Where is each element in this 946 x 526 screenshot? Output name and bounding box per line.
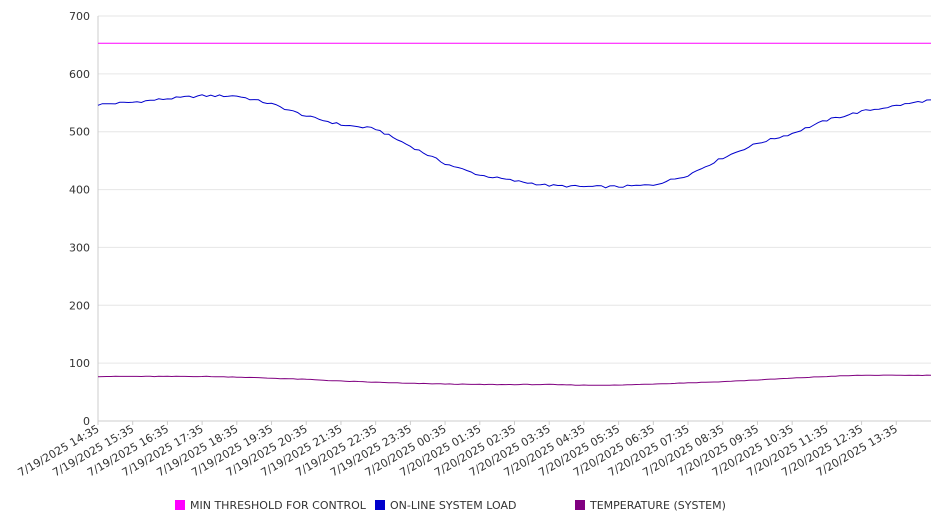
legend-label: TEMPERATURE (SYSTEM): [589, 499, 726, 512]
legend-swatch: [375, 500, 385, 510]
y-tick-label: 700: [69, 10, 90, 23]
y-tick-label: 0: [83, 415, 90, 428]
legend-swatch: [175, 500, 185, 510]
y-tick-label: 200: [69, 299, 90, 312]
gridlines: [98, 15, 931, 364]
y-tick-label: 600: [69, 68, 90, 81]
y-tick-label: 400: [69, 184, 90, 197]
y-tick-label: 300: [69, 241, 90, 254]
legend-label: ON-LINE SYSTEM LOAD: [390, 499, 516, 512]
legend-label: MIN THRESHOLD FOR CONTROL: [190, 499, 367, 512]
series-line-3: [97, 374, 932, 386]
series-lines: [97, 42, 932, 386]
legend: MIN THRESHOLD FOR CONTROL ON-LINE SYSTEM …: [175, 499, 726, 512]
legend-swatch: [575, 500, 585, 510]
y-tick-label: 100: [69, 357, 90, 370]
series-line-2: [97, 94, 932, 189]
y-tick-label: 500: [69, 126, 90, 139]
